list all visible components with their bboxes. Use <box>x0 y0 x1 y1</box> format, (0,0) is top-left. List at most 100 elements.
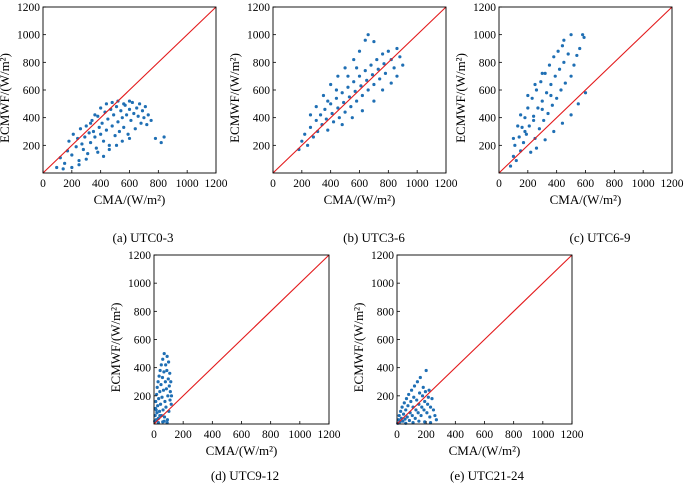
data-point <box>399 409 403 413</box>
x-tick-label: 1200 <box>205 178 228 190</box>
y-tick-label: 1000 <box>371 278 394 290</box>
caption-b: (b) UTC3-6 <box>343 230 405 245</box>
data-point <box>423 399 427 404</box>
data-point <box>403 417 407 421</box>
data-point <box>546 111 550 116</box>
data-point <box>330 111 334 116</box>
data-point <box>162 370 166 374</box>
data-point <box>154 399 158 404</box>
data-point <box>318 113 323 117</box>
data-point <box>156 404 160 408</box>
data-point <box>334 88 339 92</box>
data-point <box>555 96 559 100</box>
x-tick-label: 1000 <box>531 429 554 441</box>
data-point <box>120 139 124 143</box>
data-point <box>122 102 126 106</box>
data-point <box>169 402 173 406</box>
panel-utc0-3: 0 200 400 600 800 1000 1200 200 400 600 800 1000 120… <box>0 2 228 207</box>
data-point <box>168 398 172 402</box>
x-tick-label: 200 <box>418 429 436 441</box>
data-point <box>514 158 518 163</box>
x-tick-label: 1200 <box>435 178 458 190</box>
data-point <box>158 413 162 418</box>
data-point <box>578 46 582 51</box>
data-point <box>334 96 339 100</box>
data-point <box>357 74 362 78</box>
y-tick-label: 1200 <box>473 2 496 14</box>
data-point <box>552 129 556 134</box>
x-tick-label: 0 <box>40 178 46 190</box>
y-tick-label: 600 <box>134 335 152 347</box>
data-point <box>569 33 573 37</box>
data-point <box>162 135 166 139</box>
data-point <box>549 93 553 98</box>
data-point <box>149 118 153 123</box>
x-tick-label: 0 <box>496 178 502 190</box>
data-point <box>158 402 163 406</box>
data-point <box>423 390 428 394</box>
data-point <box>428 415 432 419</box>
y-tick-label: 1200 <box>371 250 394 262</box>
data-point <box>383 71 388 75</box>
data-point <box>110 124 114 128</box>
data-point <box>80 142 84 146</box>
data-point <box>306 143 310 147</box>
panel-utc3-6: 0 200 400 600 800 1000 1200 200 400 600 800 1000 120… <box>227 2 458 207</box>
data-point <box>329 102 333 106</box>
panel-utc21-24: 0 200 400 600 800 1000 1200 200 400 600 800 1000 120… <box>351 250 584 458</box>
data-point <box>165 368 169 373</box>
data-point <box>139 121 143 125</box>
data-point <box>169 394 174 398</box>
y-tick-label: 800 <box>253 57 271 69</box>
data-point <box>160 395 164 399</box>
data-point <box>352 57 356 62</box>
data-point <box>556 49 560 53</box>
data-point <box>353 89 357 93</box>
data-point <box>346 85 350 89</box>
data-point <box>145 122 149 127</box>
x-tick-label: 0 <box>394 429 400 441</box>
data-point <box>529 150 533 154</box>
y-tick-label: 600 <box>23 85 41 97</box>
x-tick-label: 200 <box>63 178 81 190</box>
x-tick-label: 200 <box>293 178 311 190</box>
x-axis-label: CMA/(W/m²) <box>206 443 278 458</box>
data-point <box>410 413 414 418</box>
y-axis-label: ECMWF/(W/m²) <box>351 303 366 393</box>
data-point <box>166 394 170 398</box>
y-tick-label: 600 <box>479 85 497 97</box>
data-point <box>101 139 106 143</box>
data-point <box>560 121 565 125</box>
data-point <box>532 118 536 123</box>
data-point <box>163 399 167 404</box>
data-point <box>549 82 553 87</box>
caption-a: (a) UTC0-3 <box>112 230 173 245</box>
data-point <box>532 114 536 118</box>
data-point <box>116 120 120 124</box>
x-tick-label: 400 <box>204 429 222 441</box>
reference-line <box>396 254 573 425</box>
data-point <box>127 136 132 141</box>
data-point <box>324 117 328 121</box>
data-point <box>61 167 65 171</box>
data-point <box>164 387 168 391</box>
data-point <box>140 109 145 113</box>
panel-utc6-9: 0 200 400 600 800 1000 1200 200 400 600 800 1000 120… <box>453 2 684 207</box>
data-point <box>428 420 433 425</box>
x-tick-label: 800 <box>262 429 280 441</box>
y-tick-label: 400 <box>377 363 395 375</box>
data-point <box>553 74 557 78</box>
data-point <box>77 163 81 167</box>
y-tick-label: 1200 <box>17 2 40 14</box>
y-tick-label: 1000 <box>473 30 496 42</box>
reference-line <box>272 6 447 174</box>
data-point <box>88 140 93 145</box>
data-point <box>163 380 167 384</box>
data-point <box>71 132 75 136</box>
data-point <box>575 53 579 58</box>
data-point <box>97 125 101 129</box>
data-point <box>405 415 409 419</box>
data-point <box>114 143 119 147</box>
data-point <box>427 388 431 392</box>
